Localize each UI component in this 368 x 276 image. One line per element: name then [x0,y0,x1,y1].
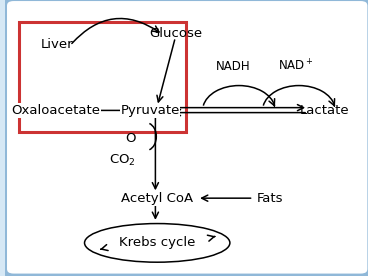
Text: Pyruvate: Pyruvate [120,104,180,117]
Text: NAD$^+$: NAD$^+$ [277,59,313,74]
Text: Liver: Liver [41,38,74,51]
Text: Glucose: Glucose [149,26,202,40]
FancyBboxPatch shape [4,0,368,276]
Text: NADH: NADH [216,60,251,73]
Bar [19,22,186,132]
Text: CO$_2$: CO$_2$ [109,153,135,168]
Text: O: O [125,131,135,145]
Text: Oxaloacetate: Oxaloacetate [11,104,100,117]
Text: Krebs cycle: Krebs cycle [119,236,195,250]
Text: Fats: Fats [256,192,283,205]
Text: Acetyl CoA: Acetyl CoA [121,192,193,205]
Text: Lactate: Lactate [300,104,349,117]
